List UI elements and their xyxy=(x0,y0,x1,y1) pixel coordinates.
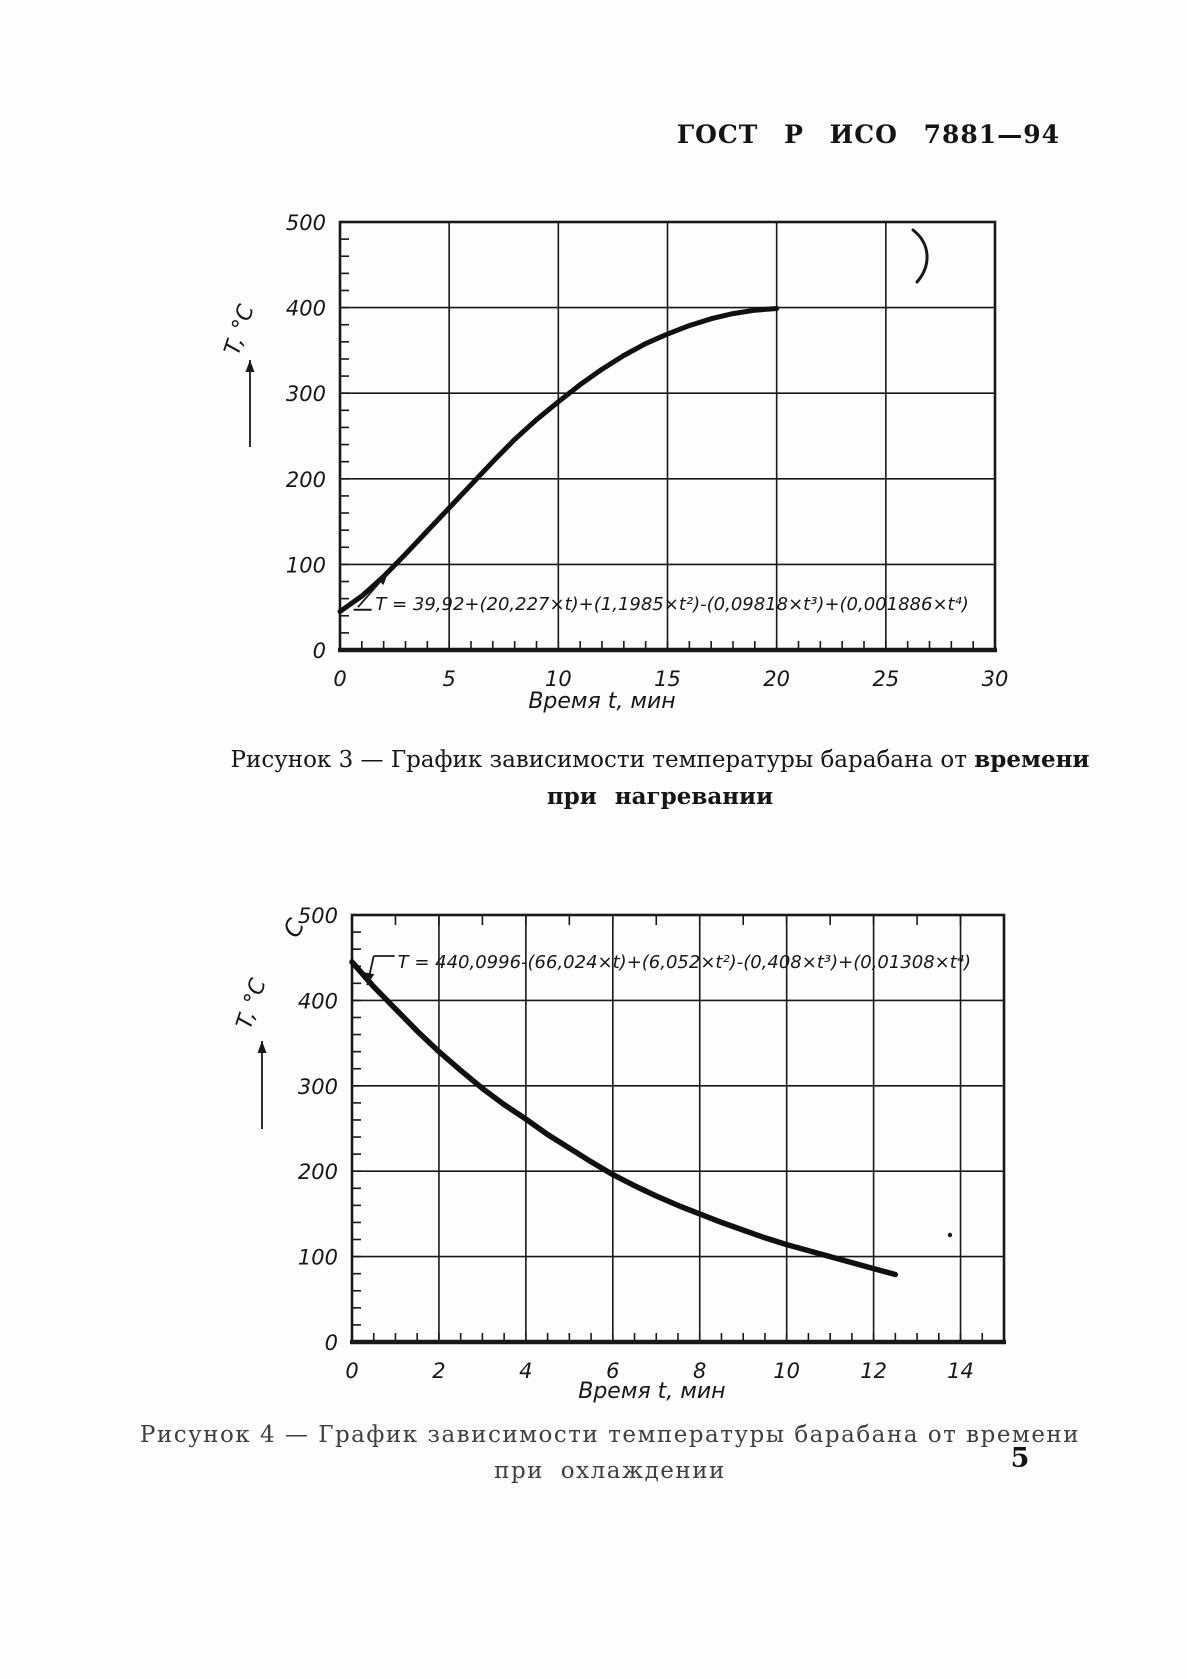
x-tick-label: 0 xyxy=(345,1359,358,1383)
x-tick-label: 25 xyxy=(872,667,899,691)
y-tick-label: 100 xyxy=(286,553,326,577)
formula-label: T = 39,92+(20,227×t)+(1,1985×t²)-(0,0981… xyxy=(375,594,968,615)
formula-arrow-head xyxy=(376,572,389,585)
figure4-cooling-chart: 0 2 4 6 8 10 12 14 0 100 200 300 400 500 Время t, мин T… xyxy=(232,904,1006,1404)
x-tick-label: 10 xyxy=(773,1359,800,1383)
plot-border xyxy=(350,913,1006,1344)
y-tick-label: 100 xyxy=(298,1246,338,1270)
y-tick-label: 200 xyxy=(298,1160,338,1184)
figure4-caption: Рисунок 4 — График зависимости температу… xyxy=(120,1418,1100,1489)
x-tick-label: 2 xyxy=(432,1359,445,1383)
x-tick-label: 15 xyxy=(654,667,681,691)
y-tick-label: 500 xyxy=(286,211,326,235)
x-tick-label: 12 xyxy=(860,1359,887,1383)
y-axis-title: T, °С xyxy=(232,975,272,1032)
x-tick-label: 14 xyxy=(947,1359,974,1383)
x-tick-label: 5 xyxy=(442,667,455,691)
x-tick-label: 0 xyxy=(333,667,346,691)
y-tick-label: 300 xyxy=(286,382,326,406)
y-tick-label: 500 xyxy=(298,904,338,928)
x-tick-label: 6 xyxy=(606,1359,619,1383)
y-tick-label: 300 xyxy=(298,1075,338,1099)
figure4-caption-line1: Рисунок 4 — График зависимости температу… xyxy=(120,1418,1100,1454)
x-tick-label: 8 xyxy=(693,1359,706,1383)
y-tick-label: 400 xyxy=(298,989,338,1013)
y-axis-arrow-head xyxy=(245,360,255,372)
formula-arrow-head xyxy=(365,972,375,986)
x-axis-title: Время t, мин xyxy=(578,1379,725,1404)
y-axis-title: T, °С xyxy=(220,301,260,358)
standard-number-header: ГОСТ Р ИСО 7881—94 xyxy=(676,120,1060,149)
caption-emphasis: времени xyxy=(974,746,1090,773)
figure3-caption-line2: при нагревании xyxy=(546,782,774,810)
figure3-caption-line1: Рисунок 3 — График зависимости температу… xyxy=(170,742,1150,779)
figure3-caption: Рисунок 3 — График зависимости температу… xyxy=(170,742,1150,814)
y-tick-label: 200 xyxy=(286,468,326,492)
x-tick-label: 10 xyxy=(545,667,572,691)
scan-artifact xyxy=(911,228,929,284)
caption-emphasis: времени xyxy=(966,1422,1081,1448)
y-tick-label: 0 xyxy=(325,1331,338,1355)
y-tick-label: 0 xyxy=(313,639,326,663)
temperature-curve xyxy=(337,306,780,614)
caption-text: Рисунок 4 — График зависимости температу… xyxy=(139,1422,958,1448)
x-axis-title: Время t, мин xyxy=(528,689,675,714)
y-tick-label: 400 xyxy=(286,297,326,321)
caption-text: Рисунок 3 — График зависимости температу… xyxy=(230,747,967,773)
x-tick-label: 4 xyxy=(519,1359,532,1383)
temperature-curve xyxy=(349,959,899,1278)
scan-artifact-dot xyxy=(947,1232,953,1238)
page-number: 5 xyxy=(1010,1443,1030,1474)
x-tick-label: 30 xyxy=(982,667,1009,691)
y-axis-arrow-head xyxy=(257,1041,267,1053)
formula-label: T = 440,0996-(66,024×t)+(6,052×t²)-(0,40… xyxy=(398,952,971,973)
figure4-caption-line2: при охлаждении xyxy=(494,1457,726,1484)
x-tick-label: 20 xyxy=(763,667,790,691)
